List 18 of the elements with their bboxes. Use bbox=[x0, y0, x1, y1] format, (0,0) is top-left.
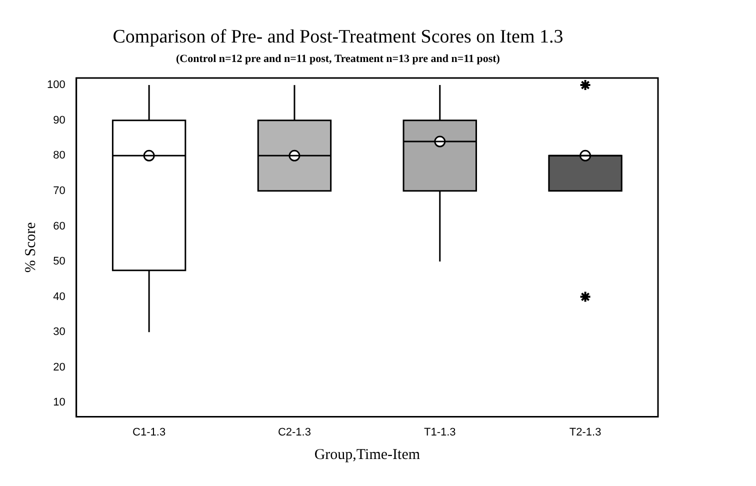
y-tick-label: 50 bbox=[53, 256, 66, 268]
x-tick-label: T1-1.3 bbox=[424, 426, 456, 438]
y-tick-label: 100 bbox=[46, 79, 66, 92]
y-tick-label: 20 bbox=[53, 361, 66, 374]
y-tick-label: 70 bbox=[53, 184, 66, 197]
y-tick-label: 40 bbox=[53, 290, 66, 303]
x-axis-title: Group,Time-Item bbox=[314, 446, 420, 463]
x-tick-label: C1-1.3 bbox=[132, 426, 166, 438]
y-tick-label: 80 bbox=[53, 150, 66, 162]
chart-title: Comparison of Pre- and Post-Treatment Scores on Item 1.3 bbox=[112, 26, 564, 48]
y-tick-label: 60 bbox=[53, 220, 66, 232]
y-tick-label: 10 bbox=[53, 396, 66, 409]
y-axis-title: % Score bbox=[22, 222, 39, 273]
y-tick-label: 90 bbox=[53, 114, 66, 126]
y-tick-label: 30 bbox=[53, 326, 66, 338]
x-tick-label: T2-1.3 bbox=[569, 426, 602, 438]
x-tick-label: C2-1.3 bbox=[278, 426, 311, 438]
chart-subtitle: (Control n=12 pre and n=11 post, Treatment n=13 pre and n=11 post) bbox=[176, 53, 500, 66]
